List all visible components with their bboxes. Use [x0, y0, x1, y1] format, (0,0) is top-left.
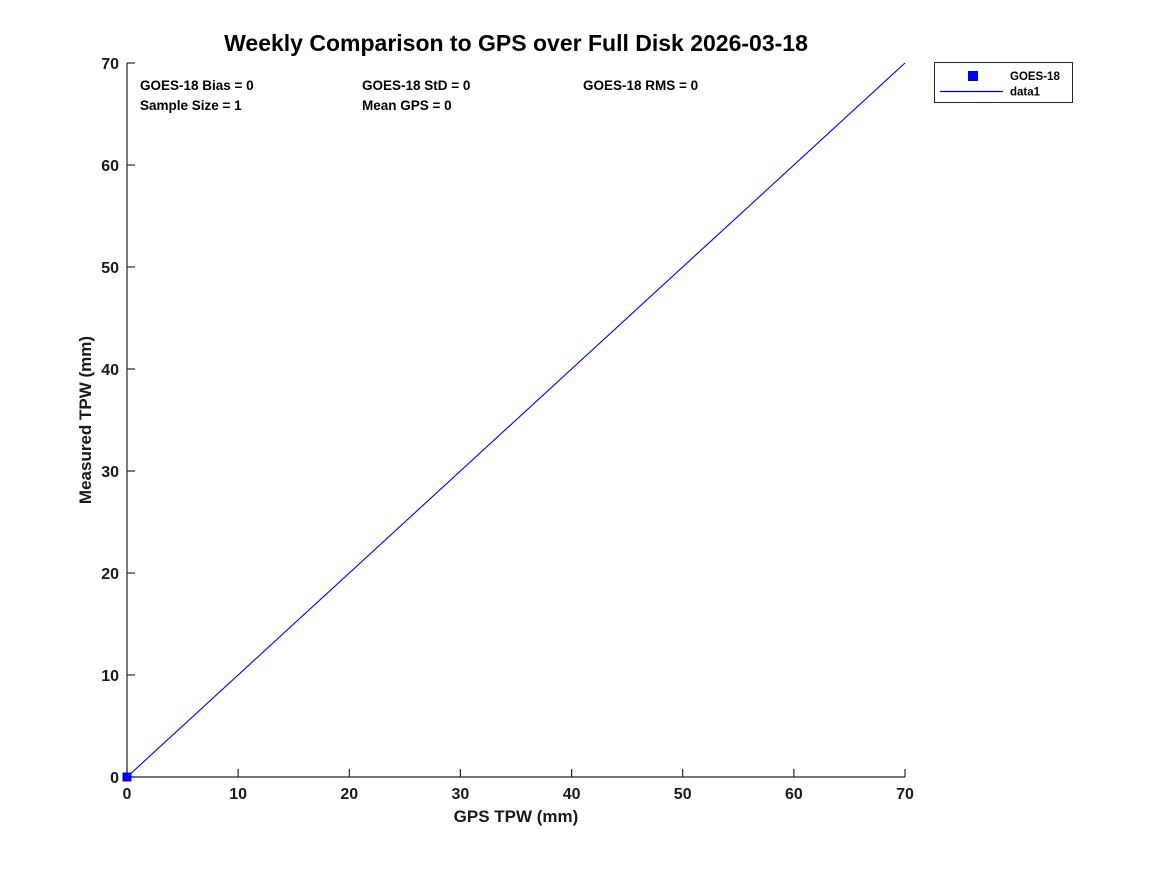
annotation-bias: GOES-18 Bias = 0 — [140, 78, 254, 93]
x-tick-label: 50 — [674, 786, 692, 803]
annotation-mean-gps: Mean GPS = 0 — [362, 98, 452, 113]
goes18-scatter-point — [122, 772, 132, 782]
annotation-rms: GOES-18 RMS = 0 — [583, 78, 698, 93]
chart-title: Weekly Comparison to GPS over Full Disk … — [224, 30, 808, 56]
x-tick-label: 40 — [563, 786, 581, 803]
y-tick-label: 10 — [101, 668, 119, 685]
data1-line-series — [126, 62, 906, 778]
y-tick-label: 40 — [101, 362, 119, 379]
x-axis-label: GPS TPW (mm) — [454, 807, 579, 826]
x-tick-label: 60 — [785, 786, 803, 803]
y-tick-label: 60 — [101, 158, 119, 175]
legend-label-goes18: GOES-18 — [1010, 71, 1060, 83]
y-axis-label: Measured TPW (mm) — [76, 336, 95, 504]
legend-square-marker-icon — [968, 71, 978, 81]
x-tick-label: 10 — [229, 786, 247, 803]
y-tick-label: 70 — [101, 56, 119, 73]
legend-box — [934, 62, 1073, 103]
x-tick-label: 20 — [340, 786, 358, 803]
x-tick-label: 70 — [896, 786, 914, 803]
annotation-sample-size: Sample Size = 1 — [140, 98, 242, 113]
x-tick-label: 30 — [452, 786, 470, 803]
y-tick-label: 50 — [101, 260, 119, 277]
y-tick-marks — [127, 62, 135, 778]
annotation-std: GOES-18 StD = 0 — [362, 78, 470, 93]
axes — [126, 63, 905, 778]
x-tick-labels: 0 10 20 30 40 50 60 70 — [123, 786, 914, 803]
y-tick-label: 30 — [101, 464, 119, 481]
x-tick-label: 0 — [123, 786, 132, 803]
x-tick-marks — [126, 769, 906, 777]
legend-label-data1: data1 — [1010, 87, 1041, 99]
stats-annotations: GOES-18 Bias = 0 GOES-18 StD = 0 GOES-18… — [140, 78, 698, 113]
y-tick-label: 0 — [110, 770, 119, 787]
legend: GOES-18 data1 — [934, 62, 1073, 103]
y-tick-labels: 0 10 20 30 40 50 60 70 — [101, 56, 119, 787]
y-tick-label: 20 — [101, 566, 119, 583]
